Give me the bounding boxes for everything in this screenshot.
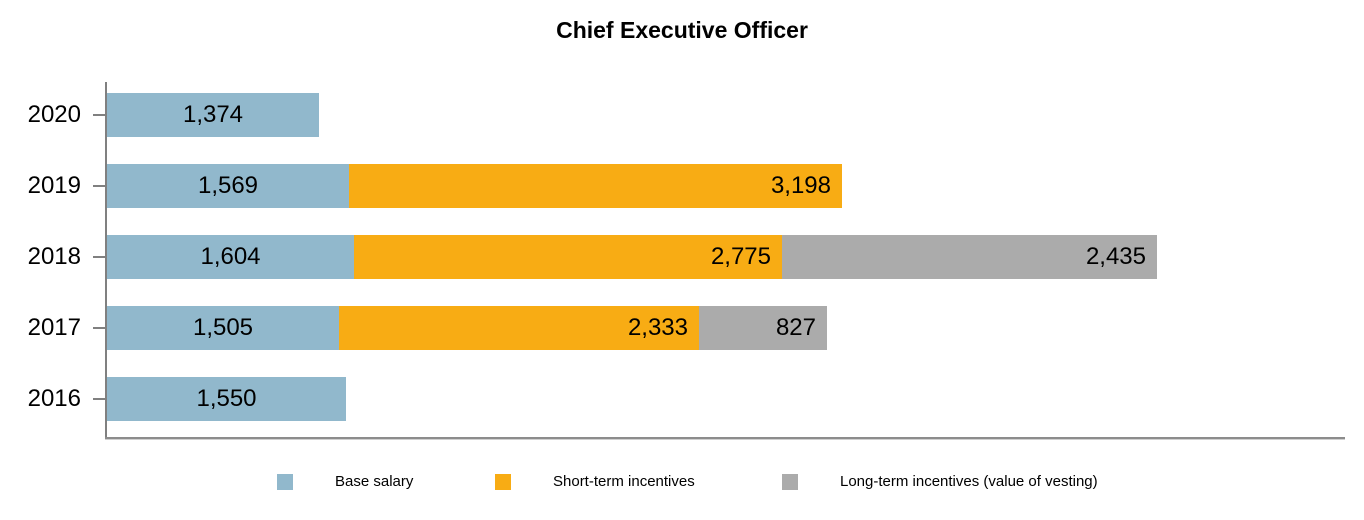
bar-row: 2020 1,374 xyxy=(28,93,1345,137)
legend-item-long-term-incentives: Long-term incentives (value of vesting) xyxy=(782,471,1098,493)
value-label: 827 xyxy=(775,314,816,341)
category-label: 2016 xyxy=(27,385,81,412)
bar-segment: 3,198 xyxy=(349,164,842,208)
bar-segment: 1,505 xyxy=(107,306,339,350)
legend-item-short-term-incentives: Short-term incentives xyxy=(495,471,695,493)
value-label: 2,775 xyxy=(710,243,771,270)
bar-segment: 1,569 xyxy=(107,164,349,208)
axis-tick xyxy=(93,256,105,258)
value-label: 1,569 xyxy=(197,172,259,199)
x-axis-line xyxy=(105,437,1345,439)
bar-row: 2016 1,550 xyxy=(28,377,1345,421)
axis-tick xyxy=(93,114,105,116)
bar-segment: 2,333 xyxy=(339,306,699,350)
legend-swatch-short-term-incentives xyxy=(495,474,511,490)
bar-row: 2018 1,604 2,775 2,435 xyxy=(28,235,1345,279)
legend-swatch-long-term-incentives xyxy=(782,474,798,490)
value-label: 1,604 xyxy=(200,243,261,270)
value-label: 3,198 xyxy=(770,172,831,199)
value-label: 1,374 xyxy=(182,101,244,128)
bar-row: 2019 1,569 3,198 xyxy=(28,164,1345,208)
value-label: 2,435 xyxy=(1085,243,1146,270)
value-label: 1,505 xyxy=(192,314,254,341)
category-label: 2017 xyxy=(27,314,81,341)
plot-area: 2020 1,374 2019 1,569 3,198 2018 1,604 2,775 2,4… xyxy=(28,82,1345,439)
category-label: 2019 xyxy=(27,172,81,199)
legend-label-long-term-incentives: Long-term incentives (value of vesting) xyxy=(840,473,1098,490)
bar-segment: 1,374 xyxy=(107,93,319,137)
axis-tick xyxy=(93,327,105,329)
bar-segment: 827 xyxy=(699,306,827,350)
legend-item-base-salary: Base salary xyxy=(277,471,413,493)
y-axis-line xyxy=(105,82,107,437)
bar-segment: 1,604 xyxy=(107,235,354,279)
category-label: 2018 xyxy=(27,243,81,270)
legend-label-short-term-incentives: Short-term incentives xyxy=(553,473,695,490)
legend-label-base-salary: Base salary xyxy=(335,473,414,490)
value-label: 1,550 xyxy=(196,385,257,412)
value-label: 2,333 xyxy=(627,314,688,341)
bar-segment: 2,775 xyxy=(354,235,782,279)
chart-title: Chief Executive Officer xyxy=(556,17,808,43)
bar-segment: 1,550 xyxy=(107,377,346,421)
axis-tick xyxy=(93,398,105,400)
axis-tick xyxy=(93,185,105,187)
category-label: 2020 xyxy=(27,101,81,128)
bar-row: 2017 1,505 2,333 827 xyxy=(28,306,1345,350)
bar-segment: 2,435 xyxy=(782,235,1157,279)
legend-swatch-base-salary xyxy=(277,474,293,490)
